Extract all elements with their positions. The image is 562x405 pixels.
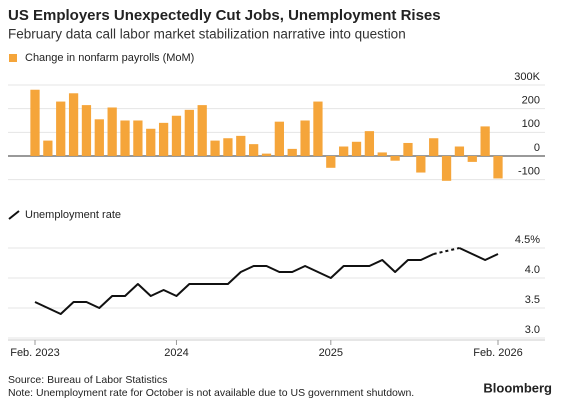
- bar: [236, 135, 246, 156]
- bar: [120, 120, 130, 156]
- bar: [287, 148, 297, 156]
- bar: [403, 142, 413, 156]
- logo: Bloomberg: [483, 380, 552, 395]
- bar: [377, 152, 387, 156]
- bar: [56, 101, 66, 156]
- bar: [467, 155, 477, 162]
- y-tick-label: 4.0: [525, 264, 540, 276]
- y-tick-label: 3.5: [525, 294, 540, 306]
- chart-subtitle: February data call labor market stabiliz…: [8, 27, 406, 42]
- bar: [364, 131, 375, 156]
- legend-swatch: [9, 54, 17, 62]
- y-tick-label: 0: [534, 142, 540, 154]
- bar: [197, 105, 207, 156]
- y-tick-label: 4.5%: [515, 234, 540, 246]
- y-tick-label: 200: [522, 95, 540, 107]
- bar: [43, 140, 53, 156]
- x-tick-label: Feb. 2026: [473, 347, 523, 359]
- legend-label: Change in nonfarm payrolls (MoM): [25, 52, 194, 64]
- line: [34, 247, 499, 315]
- y-tick-label: -100: [518, 166, 540, 178]
- bar: [107, 107, 117, 156]
- bar: [158, 122, 169, 156]
- bar: [416, 155, 426, 173]
- bar: [30, 89, 40, 156]
- bar: [133, 120, 143, 156]
- note: Note: Unemployment rate for October is n…: [8, 387, 414, 399]
- bar: [454, 146, 465, 156]
- bar: [390, 155, 400, 161]
- chart-title: US Employers Unexpectedly Cut Jobs, Unem…: [8, 7, 441, 24]
- bar: [249, 144, 259, 156]
- bar: [210, 140, 220, 156]
- bar: [351, 141, 362, 156]
- bar: [146, 128, 156, 156]
- bar: [326, 155, 336, 168]
- bar: [493, 155, 503, 179]
- bar: [313, 101, 323, 156]
- bar: [223, 138, 233, 156]
- source: Source: Bureau of Labor Statistics: [8, 374, 167, 386]
- x-tick-label: 2025: [319, 347, 343, 359]
- y-tick-label: 300K: [514, 71, 540, 83]
- x-tick-label: Feb. 2023: [10, 347, 60, 359]
- bar: [429, 138, 439, 156]
- bar: [184, 109, 194, 156]
- gap-bridge: [433, 247, 460, 255]
- legend-label: Unemployment rate: [25, 209, 121, 221]
- legend-line: [8, 210, 20, 220]
- x-tick-label: 2024: [164, 347, 188, 359]
- bar: [94, 119, 104, 156]
- bar: [171, 115, 182, 156]
- bar: [274, 121, 284, 156]
- bar: [480, 126, 490, 156]
- y-tick-label: 3.0: [525, 324, 540, 336]
- bar: [81, 105, 92, 156]
- y-tick-label: 100: [522, 118, 540, 130]
- bar: [68, 93, 79, 156]
- bar: [441, 155, 452, 181]
- bar: [261, 153, 272, 156]
- bar: [300, 120, 310, 156]
- bar: [339, 146, 349, 156]
